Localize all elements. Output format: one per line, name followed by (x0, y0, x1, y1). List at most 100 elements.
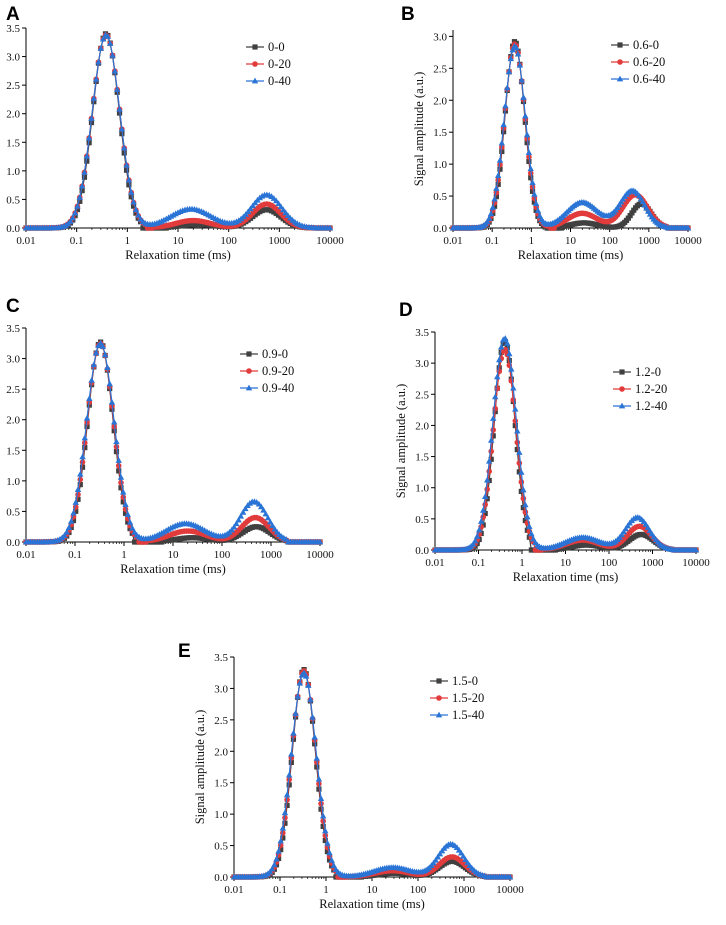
data-point (326, 857, 333, 863)
data-point (498, 139, 506, 146)
data-point (510, 397, 517, 403)
data-point (280, 835, 286, 841)
y-tick-label: 1.5 (433, 127, 447, 139)
legend-marker (246, 351, 252, 357)
data-point (125, 519, 131, 525)
data-point (99, 343, 107, 349)
data-point (130, 203, 137, 209)
data-point (514, 427, 521, 434)
x-tick-label: 0.01 (16, 235, 35, 247)
data-point (524, 513, 531, 520)
y-axis-label: Signal amplitude (a.u.) (412, 72, 426, 187)
x-tick-label: 10 (168, 549, 180, 561)
y-tick-label: 0.5 (214, 841, 228, 853)
data-point (283, 791, 291, 798)
legend-label: 1.2-40 (635, 399, 667, 413)
y-tick-label: 1.5 (415, 452, 429, 464)
x-tick-label: 10000 (306, 549, 334, 561)
x-tick-label: 1000 (260, 549, 283, 561)
legend-label: 0.6-20 (633, 55, 665, 69)
y-tick-label: 3.0 (415, 358, 429, 370)
data-point (278, 847, 284, 853)
data-point (496, 156, 504, 163)
data-point (523, 131, 531, 138)
data-point (106, 40, 114, 46)
legend-marker (252, 61, 258, 67)
y-tick-label: 0.5 (6, 194, 20, 206)
data-point (513, 44, 520, 50)
data-point (115, 457, 122, 463)
data-point (502, 102, 509, 109)
data-point (122, 501, 129, 507)
data-point (90, 361, 98, 368)
data-point (279, 824, 287, 831)
data-point (81, 434, 88, 441)
x-tick-label: 10000 (682, 557, 710, 569)
data-point (493, 194, 499, 200)
data-point (242, 505, 249, 512)
y-tick-label: 0.0 (415, 545, 429, 557)
y-axis-label: Signal amplitude (a.u.) (193, 710, 207, 825)
y-tick-label: 2.5 (6, 80, 20, 92)
legend-label: 0-0 (268, 40, 285, 54)
data-point (86, 395, 93, 402)
data-point (485, 215, 493, 221)
series-line (453, 40, 688, 229)
data-point (68, 517, 75, 524)
x-tick-label: 0.1 (68, 549, 82, 561)
data-point (72, 499, 79, 505)
x-tick-label: 100 (601, 557, 618, 569)
data-point (305, 682, 312, 688)
data-point (69, 214, 76, 221)
legend-label: 1.2-20 (635, 382, 667, 396)
axes: 0.01 0.1 1 10 100 1000 10000 0.0 0.5 1.0 1.5 2.0 2.5… (214, 652, 524, 896)
data-point (92, 75, 100, 82)
data-point (494, 373, 501, 380)
data-point (326, 849, 333, 856)
x-tick-label: 0.01 (443, 235, 462, 247)
data-point (627, 212, 633, 219)
x-tick-label: 100 (214, 549, 231, 561)
data-point (307, 696, 314, 702)
data-point (84, 158, 90, 164)
data-point (522, 517, 528, 524)
x-axis-label: Relaxation time (ms) (513, 570, 619, 584)
axes: 0.01 0.1 1 10 100 1000 10000 0.0 0.5 1.0 1.5 2.0 2.5… (6, 323, 334, 561)
data-point (629, 210, 635, 216)
x-tick-label: 0.01 (425, 557, 444, 569)
data-point (77, 482, 83, 488)
data-point (484, 218, 491, 225)
y-tick-label: 2.0 (6, 109, 20, 121)
data-point (99, 35, 107, 42)
data-point (286, 771, 293, 778)
legend-marker (435, 711, 443, 718)
data-point (275, 855, 282, 862)
data-point (273, 862, 280, 868)
y-tick-label: 2.5 (6, 384, 20, 396)
data-point (282, 820, 288, 826)
y-tick-label: 2.0 (6, 415, 20, 427)
data-point (132, 206, 140, 213)
data-point (518, 468, 525, 475)
data-point (505, 68, 513, 75)
data-point (482, 510, 488, 517)
data-point (330, 862, 337, 869)
data-point (479, 506, 487, 513)
x-tick-label: 10000 (674, 235, 702, 247)
axes: 0.01 0.1 1 10 100 1000 10000 0.0 0.5 1.0 1.5 2.0 2.5… (433, 30, 702, 247)
y-tick-label: 3.0 (214, 683, 228, 695)
data-point (273, 855, 280, 862)
x-tick-label: 0.01 (224, 884, 243, 896)
x-tick-label: 10000 (316, 235, 344, 247)
data-point (531, 190, 538, 197)
data-point (491, 195, 498, 202)
data-point (622, 525, 629, 532)
data-point (258, 503, 265, 510)
y-tick-label: 1.5 (6, 445, 20, 457)
x-tick-label: 0.1 (273, 884, 287, 896)
panel-label: B (401, 4, 415, 25)
panel-label: A (6, 4, 20, 25)
data-point (313, 754, 320, 761)
data-point (114, 86, 121, 92)
data-point (518, 479, 525, 485)
